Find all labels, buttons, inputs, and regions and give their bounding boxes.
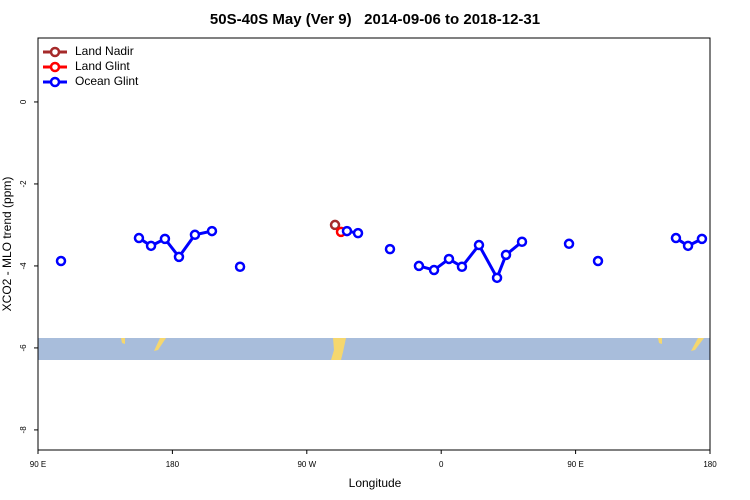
- point: [491, 272, 503, 284]
- legend-marker: [49, 46, 61, 58]
- y-tick-label: -8: [19, 426, 28, 434]
- x-tick-label: 0: [439, 460, 444, 469]
- x-tick-label: 180: [166, 460, 180, 469]
- land: [331, 338, 346, 360]
- point: [443, 253, 455, 265]
- point: [456, 261, 468, 273]
- y-tick-label: -6: [19, 344, 28, 352]
- point: [55, 255, 67, 267]
- y-tick-label: -2: [19, 180, 28, 188]
- x-axis-label: Longitude: [349, 476, 402, 490]
- point: [682, 240, 694, 252]
- land: [154, 338, 166, 351]
- point: [428, 264, 440, 276]
- y-axis-label: XCO2 - MLO trend (ppm): [0, 177, 14, 312]
- y-tick-label: -4: [19, 262, 28, 270]
- legend-marker: [49, 76, 61, 88]
- point: [189, 229, 201, 241]
- legend-label: Land Nadir: [75, 44, 134, 58]
- point: [413, 260, 425, 272]
- point: [592, 255, 604, 267]
- point: [500, 249, 512, 261]
- point: [473, 239, 485, 251]
- land: [658, 338, 662, 344]
- point: [206, 225, 218, 237]
- series-line: [138, 229, 703, 282]
- point: [352, 227, 364, 239]
- ocean: [38, 338, 710, 360]
- legend-marker: [49, 61, 61, 73]
- chart-title: 50S-40S May (Ver 9) 2014-09-06 to 2018-1…: [210, 11, 540, 28]
- point: [145, 240, 157, 252]
- map-band: [38, 338, 710, 360]
- land: [691, 338, 704, 351]
- point: [234, 261, 246, 273]
- point: [516, 236, 528, 247]
- plot-frame: [37, 37, 711, 451]
- point: [133, 232, 145, 244]
- point: [173, 251, 185, 263]
- legend-label: Land Glint: [75, 59, 130, 73]
- x-tick-label: 90 E: [567, 460, 583, 469]
- x-tick-label: 90 W: [297, 460, 316, 469]
- point: [329, 219, 341, 231]
- point: [341, 225, 353, 237]
- point: [563, 238, 575, 250]
- point: [696, 233, 708, 245]
- point: [670, 232, 682, 244]
- point: [384, 243, 396, 255]
- x-tick-label: 180: [703, 460, 717, 469]
- y-tick-label: 0: [19, 99, 28, 104]
- legend-label: Ocean Glint: [75, 74, 139, 88]
- point: [159, 233, 171, 245]
- land: [121, 338, 125, 344]
- x-tick-label: 90 E: [30, 460, 46, 469]
